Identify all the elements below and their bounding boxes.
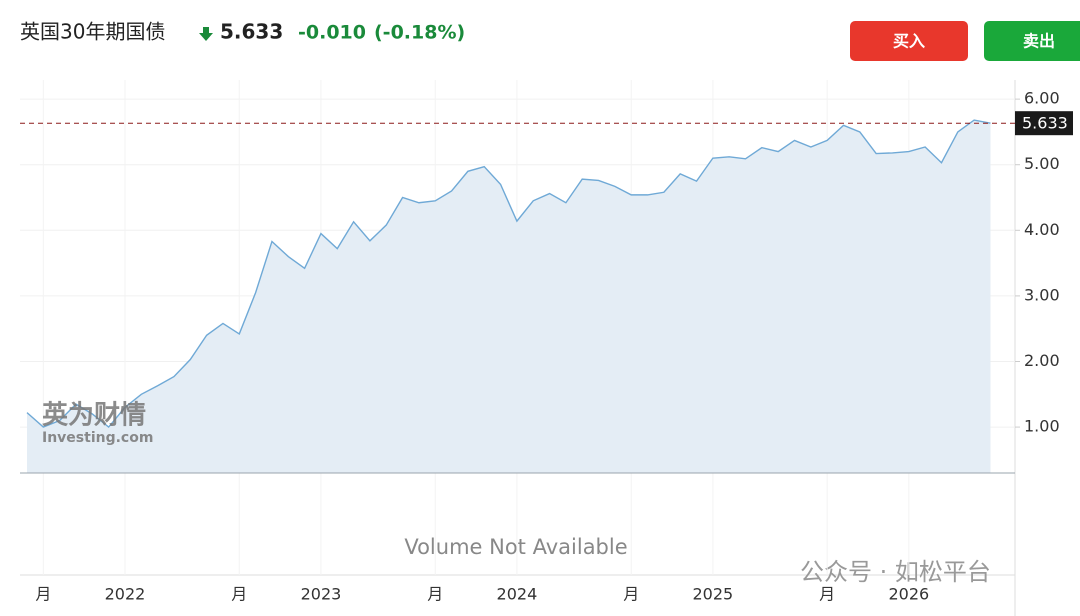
- y-tick-label: 4.00: [1024, 220, 1060, 239]
- x-tick-label: 2023: [301, 585, 342, 604]
- buy-label[interactable]: 买入: [893, 32, 925, 51]
- last-value-label: 5.633: [1022, 114, 1068, 133]
- down-arrow: [199, 27, 213, 41]
- area: [27, 120, 991, 474]
- plot: 1.00 2.00 3.00 4.00 5.00 6.00 月 2022 月 2023 月 2024 月…: [20, 80, 1073, 604]
- y-tick-label: 3.00: [1024, 285, 1060, 304]
- chart-title: 英国30年期国债: [20, 20, 165, 44]
- y-tick-label: 6.00: [1024, 89, 1060, 108]
- volume-note: Volume Not Available: [404, 535, 627, 559]
- line: [26, 119, 991, 429]
- x-tick-label: 月: [819, 585, 835, 604]
- x-tick-label: 2025: [693, 585, 734, 604]
- watermark-cn: 英为财情: [42, 401, 146, 431]
- y-tick-label: 1.00: [1024, 417, 1060, 436]
- x-tick-label: 月: [623, 585, 639, 604]
- watermark-en: Investing.com: [42, 430, 153, 446]
- x-tick-label: 月: [427, 585, 443, 604]
- y-tick-label: 5.00: [1024, 154, 1060, 173]
- x-tick-label: 月: [231, 585, 247, 604]
- y-tick-label: 2.00: [1024, 351, 1060, 370]
- x-tick-label: 月: [35, 585, 51, 604]
- sell-label[interactable]: 卖出: [1023, 32, 1055, 51]
- last-value-tag: [1015, 111, 1073, 136]
- footer: 公众号 · 如松平台: [800, 558, 991, 586]
- x-tick-label: 2022: [105, 585, 146, 604]
- x-tick-label: 2026: [888, 585, 929, 604]
- change: -0.010: [298, 22, 366, 44]
- price: 5.633: [220, 20, 283, 44]
- buy-button[interactable]: [850, 21, 968, 61]
- sell-button[interactable]: [984, 21, 1080, 61]
- change-percent: (-0.18%): [374, 22, 465, 44]
- x-tick-label: 2024: [497, 585, 538, 604]
